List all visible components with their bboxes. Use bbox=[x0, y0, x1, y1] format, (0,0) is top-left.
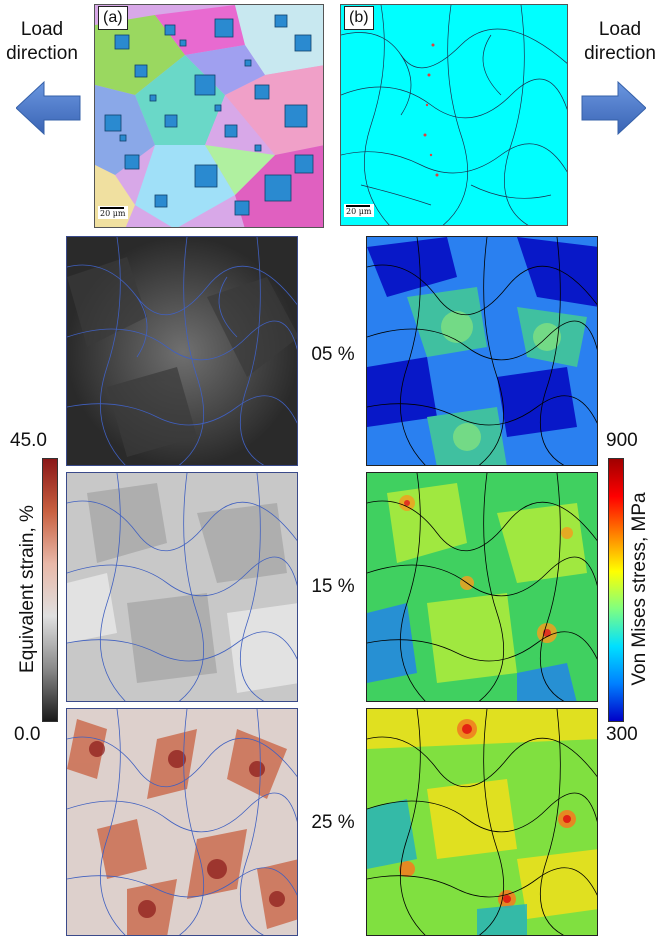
right-colorbar-max: 900 bbox=[606, 430, 638, 451]
arrow-right-icon bbox=[581, 80, 646, 136]
panel-a-scale-bar: 20 μm bbox=[98, 206, 128, 219]
panel-a-scale-bar-text: 20 μm bbox=[100, 209, 126, 218]
strain-map-25 bbox=[66, 708, 298, 936]
left-colorbar-label: Equivalent strain, % bbox=[17, 505, 38, 673]
strain-map-15 bbox=[66, 472, 298, 702]
right-colorbar-min: 300 bbox=[606, 724, 638, 745]
right-colorbar-label: Von Mises stress, MPa bbox=[629, 492, 650, 686]
panel-b-scale-bar: 20 μm bbox=[344, 204, 374, 217]
panel-b-label: (b) bbox=[344, 6, 374, 30]
strain-level-15-label: 15 % bbox=[311, 576, 355, 597]
load-direction-right-label: Load direction bbox=[584, 19, 656, 64]
left-colorbar-max: 45.0 bbox=[10, 430, 47, 451]
stress-map-25 bbox=[366, 708, 598, 936]
strain-level-05-label: 05 % bbox=[311, 344, 355, 365]
panel-a-grain-map bbox=[94, 4, 324, 228]
right-colorbar bbox=[608, 458, 624, 722]
stress-map-15 bbox=[366, 472, 598, 702]
panel-b-scale-bar-text: 20 μm bbox=[346, 207, 372, 216]
left-colorbar bbox=[42, 458, 58, 722]
panel-b-phase-map bbox=[340, 4, 568, 226]
strain-map-05 bbox=[66, 236, 298, 466]
strain-level-25-label: 25 % bbox=[311, 812, 355, 833]
arrow-left-icon bbox=[16, 80, 81, 136]
stress-map-05 bbox=[366, 236, 598, 466]
panel-a-label: (a) bbox=[98, 6, 128, 30]
load-direction-left-label: Load direction bbox=[6, 19, 78, 64]
left-colorbar-min: 0.0 bbox=[14, 724, 41, 745]
